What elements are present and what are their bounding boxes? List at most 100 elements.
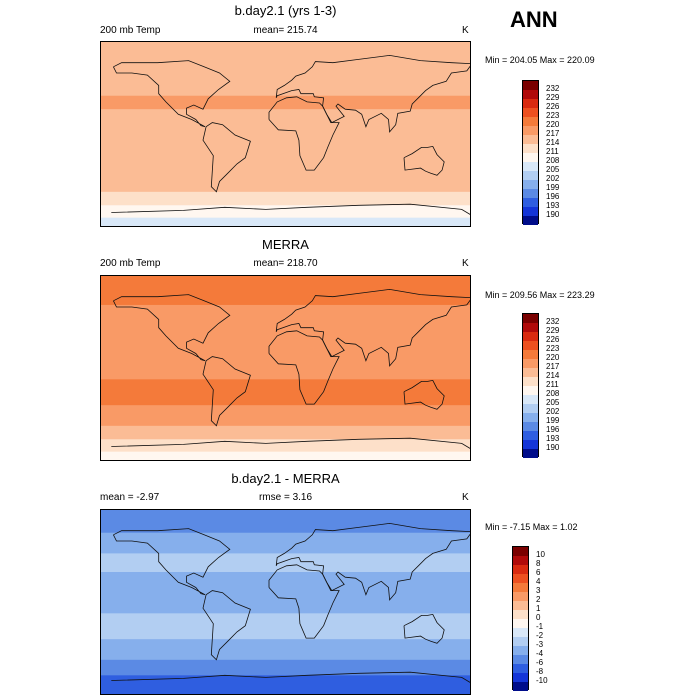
panel3-colorbar-swatch-2 (513, 565, 528, 574)
panel3-minmax-label: Min = -7.15 Max = 1.02 (485, 522, 578, 532)
panel3-colorbar-swatch-13 (513, 664, 528, 673)
panel3-colorbar-swatch-8 (513, 619, 528, 628)
panel3-units-label: K (462, 492, 469, 503)
panel1-colorbar-swatch-11 (523, 180, 538, 189)
panel2-band-5 (101, 405, 470, 427)
panel2-colorbar-tick-11: 199 (546, 416, 560, 425)
panel1-colorbar-swatch-5 (523, 126, 538, 135)
panel3-colorbar-tick-7: 0 (536, 613, 541, 622)
panel3-colorbar-tick-11: -4 (536, 649, 544, 658)
panel3-colorbar-swatch-15 (513, 682, 528, 691)
panel2-colorbar-swatch-15 (523, 449, 538, 458)
panel1-band-7 (101, 205, 470, 219)
panel2-colorbar-swatch-5 (523, 359, 538, 368)
panel2-band-4 (101, 379, 470, 406)
panel3-band-0 (101, 510, 470, 534)
panel3-field (101, 510, 470, 694)
panel1-colorbar-swatch-3 (523, 108, 538, 117)
panel1-coastline-1 (202, 122, 251, 193)
panel2-colorbar-swatch-7 (523, 377, 538, 386)
panel2-band-2 (101, 319, 470, 344)
panel3-colorbar-tick-10: -3 (536, 640, 544, 649)
panel2-units-label: K (462, 258, 469, 269)
panel1-colorbar-tick-13: 193 (546, 201, 560, 210)
panel1-colorbar-swatch-9 (523, 162, 538, 171)
panel2-colorbar-tick-1: 229 (546, 326, 560, 335)
panel1-title: b.day2.1 (yrs 1-3) (234, 3, 337, 18)
panel1-mean-label: mean= 215.74 (253, 25, 318, 36)
panel3-colorbar-tick-12: -6 (536, 658, 544, 667)
panel1-colorbar-tick-5: 217 (546, 129, 560, 138)
panel3-colorbar-swatch-4 (513, 583, 528, 592)
panel1-colorbar-swatch-6 (523, 135, 538, 144)
panel3-colorbar-tick-6: 1 (536, 604, 541, 613)
panel2-colorbar-swatch-4 (523, 350, 538, 359)
panel3-colorbar-tick-9: -2 (536, 631, 544, 640)
panel1-colorbar-swatch-7 (523, 144, 538, 153)
panel1-colorbar-tick-0: 232 (546, 84, 560, 93)
panel3-colorbar-box (512, 546, 529, 691)
panel2-colorbar-swatch-6 (523, 368, 538, 377)
panel2-colorbar-tick-2: 226 (546, 335, 560, 344)
panel1-coastline-0 (113, 60, 231, 128)
season-label: ANN (510, 7, 558, 32)
panel3-colorbar-swatch-10 (513, 637, 528, 646)
panel1-colorbar-swatch-10 (523, 171, 538, 180)
panel3-title: b.day2.1 - MERRA (231, 471, 340, 486)
panel1-colorbar-tick-14: 190 (546, 210, 560, 219)
panel3-colorbar-tick-1: 8 (536, 559, 541, 568)
panel2-colorbar-swatch-3 (523, 341, 538, 350)
panel2-coastline-3 (275, 288, 470, 367)
panel3-map (100, 509, 471, 695)
panel2-coastline-4 (403, 379, 445, 410)
panel2-colorbar-swatch-2 (523, 332, 538, 341)
panel1-units-label: K (462, 25, 469, 36)
panel3-coastline-1 (202, 590, 251, 661)
panel3-band-3 (101, 572, 470, 614)
panel2-colorbar-swatch-13 (523, 431, 538, 440)
panel3-coastline-5 (111, 671, 470, 683)
panel2-title: MERRA (262, 237, 309, 252)
panel2-coastline-0 (113, 294, 231, 362)
panel2-band-7 (101, 439, 470, 453)
panel1-colorbar-tick-3: 223 (546, 111, 560, 120)
panel2-colorbar-swatch-0 (523, 314, 538, 323)
panel1-band-0 (101, 42, 470, 79)
panel2-colorbar-tick-4: 220 (546, 353, 560, 362)
panel3-rmse-label: rmse = 3.16 (258, 492, 313, 503)
panel1-coastline-4 (403, 145, 445, 176)
panel2-coastline-1 (202, 356, 251, 427)
panel2-colorbar-swatch-12 (523, 422, 538, 431)
panel1-colorbar-swatch-1 (523, 90, 538, 99)
panel3-colorbar-swatch-12 (513, 655, 528, 664)
panel3-colorbar-tick-0: 10 (536, 550, 545, 559)
panel1-colorbar-swatch-0 (523, 81, 538, 90)
panel1-band-5 (101, 171, 470, 193)
panel3-colorbar-tick-4: 3 (536, 586, 541, 595)
panel3-colorbar-tick-2: 6 (536, 568, 541, 577)
panel3-colorbar-swatch-0 (513, 547, 528, 556)
panel2-colorbar-tick-3: 223 (546, 344, 560, 353)
panel3-coastline-3 (275, 522, 470, 601)
panel3-colorbar-swatch-11 (513, 646, 528, 655)
panel3-coastline-4 (403, 613, 445, 644)
panel1-colorbar-swatch-14 (523, 207, 538, 216)
panel3-band-5 (101, 639, 470, 661)
panel3-coastline-2 (268, 564, 340, 639)
panel2-field (101, 276, 470, 460)
panel1-colorbar-tick-8: 208 (546, 156, 560, 165)
panel2-colorbar-tick-9: 205 (546, 398, 560, 407)
panel1-colorbar-swatch-12 (523, 189, 538, 198)
panel1-colorbar-tick-12: 196 (546, 192, 560, 201)
panel1-colorbar-swatch-15 (523, 216, 538, 225)
panel1-colorbar-tick-6: 214 (546, 138, 560, 147)
panel1-colorbar-tick-2: 226 (546, 102, 560, 111)
panel3-colorbar-swatch-9 (513, 628, 528, 637)
panel2-coastline-5 (111, 437, 470, 449)
panel2-colorbar-tick-5: 217 (546, 362, 560, 371)
panel1-colorbar-box (522, 80, 539, 225)
panel3-colorbar-tick-8: -1 (536, 622, 544, 631)
panel1-band-4 (101, 150, 470, 172)
panel3-colorbar-tick-3: 4 (536, 577, 541, 586)
panel3-colorbar-swatch-1 (513, 556, 528, 565)
